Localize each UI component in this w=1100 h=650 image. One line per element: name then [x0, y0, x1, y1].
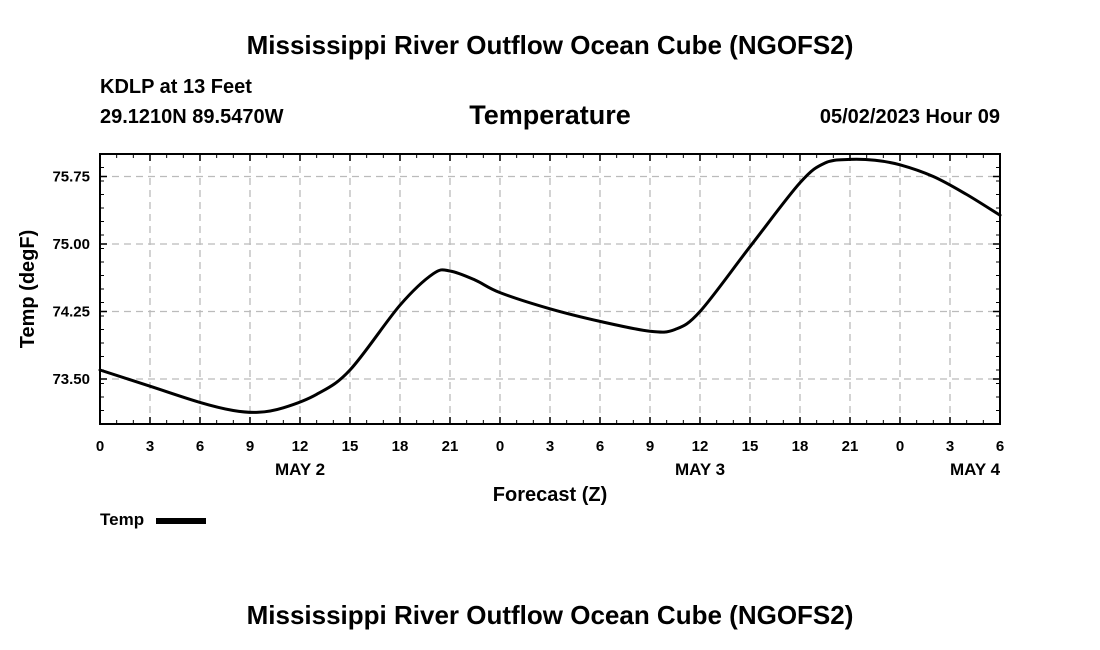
- x-tick-label: 6: [596, 438, 604, 455]
- footer-title: Mississippi River Outflow Ocean Cube (NG…: [246, 600, 854, 630]
- legend-label: Temp: [100, 510, 145, 529]
- x-tick-label: 12: [292, 438, 309, 455]
- station-coordinates: 29.1210N 89.5470W: [100, 106, 284, 128]
- x-tick-label: 18: [792, 438, 809, 455]
- x-tick-label: 9: [646, 438, 654, 455]
- forecast-datetime: 05/02/2023 Hour 09: [819, 106, 1000, 128]
- y-tick-label: 74.25: [52, 304, 90, 321]
- x-tick-label: 21: [442, 438, 459, 455]
- x-tick-label: 3: [146, 438, 154, 455]
- x-tick-label: 21: [842, 438, 859, 455]
- x-tick-label: 6: [996, 438, 1004, 455]
- legend-swatch: [156, 518, 207, 524]
- day-label: MAY 4: [950, 460, 1001, 479]
- day-label: MAY 2: [275, 460, 325, 479]
- x-axis-label: Forecast (Z): [493, 484, 607, 506]
- x-tick-label: 3: [946, 438, 954, 455]
- x-tick-label: 3: [546, 438, 554, 455]
- x-tick-label: 15: [342, 438, 359, 455]
- y-tick-label: 75.00: [52, 236, 90, 253]
- x-tick-label: 9: [246, 438, 254, 455]
- x-tick-label: 18: [392, 438, 409, 455]
- y-tick-label: 75.75: [52, 169, 90, 186]
- legend: Temp: [100, 510, 207, 530]
- x-tick-label: 0: [896, 438, 904, 455]
- day-label: MAY 3: [675, 460, 725, 479]
- x-tick-label: 6: [196, 438, 204, 455]
- series-line-temp: [98, 157, 1002, 414]
- y-axis-label: Temp (degF): [17, 230, 39, 349]
- x-tick-label: 0: [496, 438, 504, 455]
- chart-title: Mississippi River Outflow Ocean Cube (NG…: [246, 30, 854, 60]
- x-tick-label: 0: [96, 438, 104, 455]
- x-tick-label: 15: [742, 438, 759, 455]
- x-tick-label: 12: [692, 438, 709, 455]
- variable-title: Temperature: [469, 100, 631, 130]
- station-label: KDLP at 13 Feet: [100, 76, 252, 98]
- y-tick-label: 73.50: [52, 371, 90, 388]
